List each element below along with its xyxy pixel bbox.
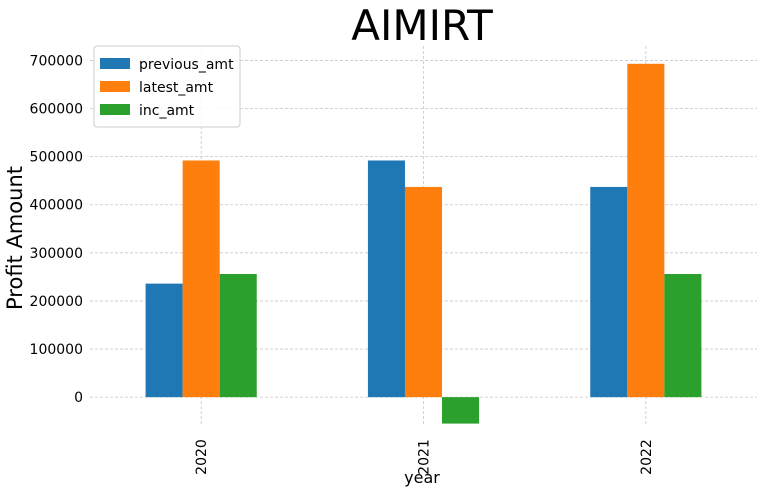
chart-title: AIMIRT (351, 1, 493, 50)
legend-swatch-previous_amt (100, 58, 130, 69)
y-tick-label: 200000 (30, 294, 83, 310)
bar-latest_amt-2021 (404, 186, 443, 398)
bar-previous_amt-2022 (590, 186, 628, 398)
y-tick-label: 700000 (30, 53, 83, 69)
legend: previous_amt latest_amt inc_amt (93, 45, 241, 128)
y-tick-label: 0 (74, 390, 83, 406)
y-tick-label: 500000 (30, 150, 83, 166)
legend-swatch-latest_amt (100, 81, 130, 92)
x-tick-label: 2021 (417, 439, 433, 475)
legend-label-latest_amt: latest_amt (139, 80, 214, 96)
y-tick-label: 300000 (30, 246, 83, 262)
bar-inc_amt-2021 (442, 397, 480, 424)
legend-label-previous_amt: previous_amt (139, 57, 234, 73)
x-tick-label: 2020 (194, 439, 210, 475)
y-tick-label: 400000 (30, 198, 83, 214)
bar-inc_amt-2020 (219, 274, 257, 398)
legend-swatch-inc_amt (100, 104, 130, 115)
bar-previous_amt-2021 (367, 160, 405, 398)
legend-label-inc_amt: inc_amt (139, 103, 195, 119)
bar-inc_amt-2022 (664, 274, 702, 398)
y-tick-labels: 0 100000 200000 300000 400000 500000 600000 700… (30, 53, 83, 406)
x-tick-label: 2022 (639, 439, 655, 475)
bar-latest_amt-2020 (182, 160, 220, 398)
y-tick-label: 600000 (30, 102, 83, 118)
x-axis-label: year (404, 468, 440, 487)
legend-box (93, 45, 241, 128)
bars (145, 63, 702, 424)
bar-latest_amt-2022 (627, 63, 665, 398)
y-tick-label: 100000 (30, 342, 83, 358)
bar-previous_amt-2020 (145, 283, 183, 398)
x-tick-labels: 2020 2021 2022 (194, 439, 655, 475)
y-axis-label: Profit Amount (3, 166, 27, 310)
